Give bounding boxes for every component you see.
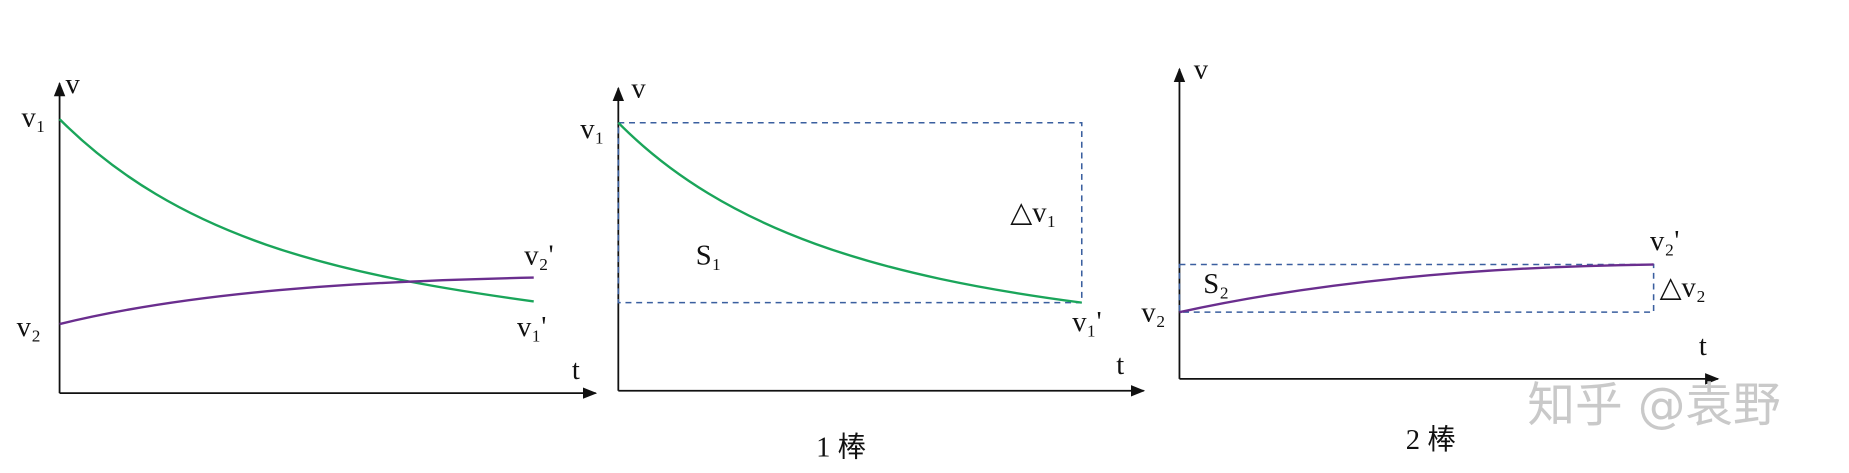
curve-v2 bbox=[1179, 263, 1654, 314]
panel-3: v t v₂ S₂ v₂' △v₂ 2 棒 bbox=[1141, 55, 1720, 456]
curve-v1 bbox=[58, 118, 534, 303]
axis-label: t bbox=[1116, 350, 1124, 381]
label: S₁ bbox=[696, 240, 722, 271]
label: △v₁ bbox=[1010, 198, 1056, 229]
panel-2: v t v₁ S₁ △v₁ v₁' 1 棒 bbox=[580, 74, 1146, 463]
curve-v2 bbox=[59, 276, 534, 326]
axis-label: t bbox=[1699, 331, 1707, 362]
watermark: 知乎 @袁野 bbox=[1527, 379, 1780, 434]
label: v₁' bbox=[1072, 307, 1101, 338]
label: v₁ bbox=[580, 114, 604, 145]
label: v₂' bbox=[524, 240, 553, 271]
axis-label: v bbox=[66, 69, 81, 100]
label: v₂ bbox=[1141, 298, 1165, 329]
caption: 2 棒 bbox=[1406, 424, 1456, 456]
axis-label: v bbox=[1194, 55, 1209, 86]
panel-1: v t v₁ v₂ v₂' v₁' bbox=[17, 69, 598, 399]
caption: 1 棒 bbox=[816, 431, 866, 463]
axis-label: v bbox=[631, 74, 646, 105]
axis-label: t bbox=[572, 355, 580, 386]
label: v₁' bbox=[517, 312, 546, 343]
label: v₁ bbox=[21, 102, 45, 133]
label: v₂' bbox=[1650, 226, 1679, 257]
label: S₂ bbox=[1203, 269, 1229, 300]
label: v₂ bbox=[17, 312, 41, 343]
curve-v1 bbox=[617, 121, 1082, 304]
dashed-box bbox=[1178, 263, 1655, 313]
label: △v₂ bbox=[1660, 273, 1706, 304]
